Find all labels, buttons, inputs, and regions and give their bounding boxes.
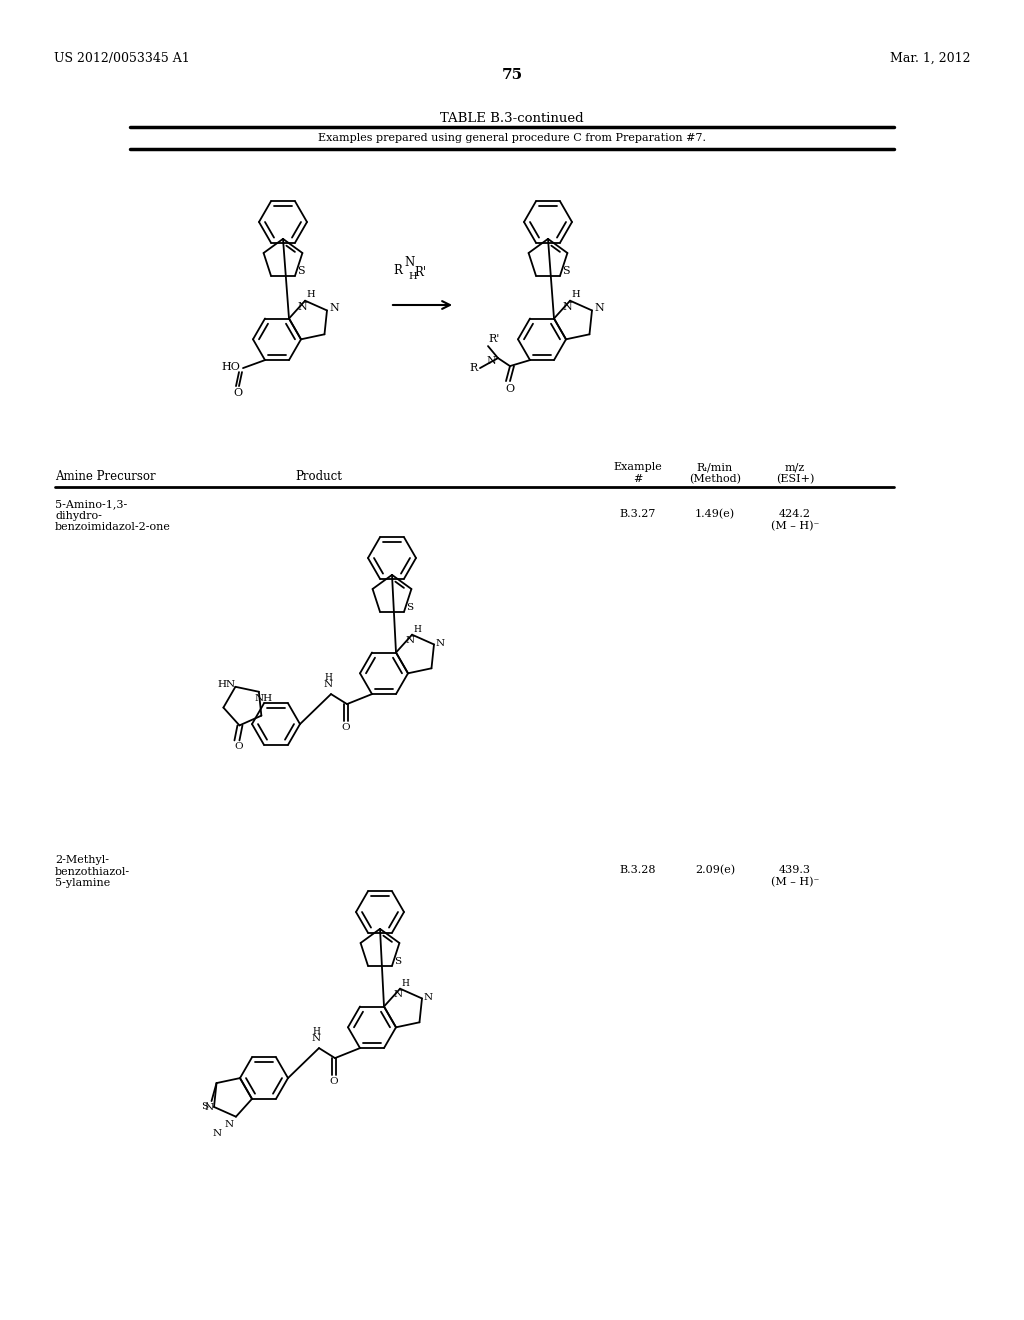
Text: N: N: [212, 1129, 221, 1138]
Text: 75: 75: [502, 69, 522, 82]
Text: m/z: m/z: [784, 462, 805, 473]
Text: R': R': [414, 267, 426, 279]
Text: US 2012/0053345 A1: US 2012/0053345 A1: [54, 51, 189, 65]
Text: H: H: [401, 978, 409, 987]
Text: N: N: [393, 990, 402, 999]
Text: N: N: [486, 356, 496, 366]
Text: TABLE B.3-continued: TABLE B.3-continued: [440, 112, 584, 125]
Text: H: H: [324, 673, 332, 682]
Text: H: H: [413, 624, 421, 634]
Text: H: H: [408, 272, 417, 281]
Text: HN: HN: [217, 680, 236, 689]
Text: 439.3: 439.3: [779, 865, 811, 875]
Text: Amine Precursor: Amine Precursor: [55, 470, 156, 483]
Text: N: N: [436, 639, 445, 648]
Text: (M – H)⁻: (M – H)⁻: [771, 876, 819, 887]
Text: NH: NH: [255, 694, 273, 702]
Text: N: N: [406, 636, 415, 644]
Text: S: S: [297, 265, 304, 276]
Text: S: S: [406, 603, 413, 612]
Text: H: H: [306, 289, 314, 298]
Text: 5-Amino-1,3-
dihydro-
benzoimidazol-2-one: 5-Amino-1,3- dihydro- benzoimidazol-2-on…: [55, 499, 171, 532]
Text: Mar. 1, 2012: Mar. 1, 2012: [890, 51, 970, 65]
Text: S: S: [201, 1102, 208, 1111]
Text: R: R: [470, 363, 478, 374]
Text: 1.49(e): 1.49(e): [695, 510, 735, 519]
Text: S: S: [394, 957, 401, 966]
Text: Examples prepared using general procedure C from Preparation #7.: Examples prepared using general procedur…: [318, 133, 706, 143]
Text: O: O: [506, 384, 515, 395]
Text: N: N: [424, 993, 433, 1002]
Text: N: N: [324, 680, 333, 689]
Text: N: N: [594, 304, 604, 313]
Text: B.3.28: B.3.28: [620, 865, 656, 875]
Text: N: N: [562, 302, 572, 312]
Text: Example: Example: [613, 462, 663, 473]
Text: N: N: [404, 256, 415, 269]
Text: N: N: [297, 302, 307, 312]
Text: R': R': [488, 334, 500, 345]
Text: R: R: [393, 264, 401, 277]
Text: HO: HO: [221, 362, 240, 372]
Text: O: O: [234, 742, 243, 751]
Text: (M – H)⁻: (M – H)⁻: [771, 521, 819, 532]
Text: H: H: [312, 1027, 319, 1036]
Text: N: N: [329, 304, 339, 313]
Text: N: N: [205, 1104, 214, 1111]
Text: 2.09(e): 2.09(e): [695, 865, 735, 875]
Text: S: S: [562, 265, 569, 276]
Text: (ESI+): (ESI+): [776, 474, 814, 484]
Text: Product: Product: [295, 470, 342, 483]
Text: N: N: [311, 1034, 321, 1043]
Text: O: O: [342, 723, 350, 733]
Text: (Method): (Method): [689, 474, 741, 484]
Text: B.3.27: B.3.27: [620, 510, 656, 519]
Text: O: O: [330, 1077, 338, 1086]
Text: 2-Methyl-
benzothiazol-
5-ylamine: 2-Methyl- benzothiazol- 5-ylamine: [55, 855, 130, 888]
Text: O: O: [233, 388, 243, 399]
Text: H: H: [571, 289, 580, 298]
Text: N: N: [225, 1119, 233, 1129]
Text: 424.2: 424.2: [779, 510, 811, 519]
Text: Rₜ/min: Rₜ/min: [697, 462, 733, 473]
Text: #: #: [633, 474, 643, 484]
